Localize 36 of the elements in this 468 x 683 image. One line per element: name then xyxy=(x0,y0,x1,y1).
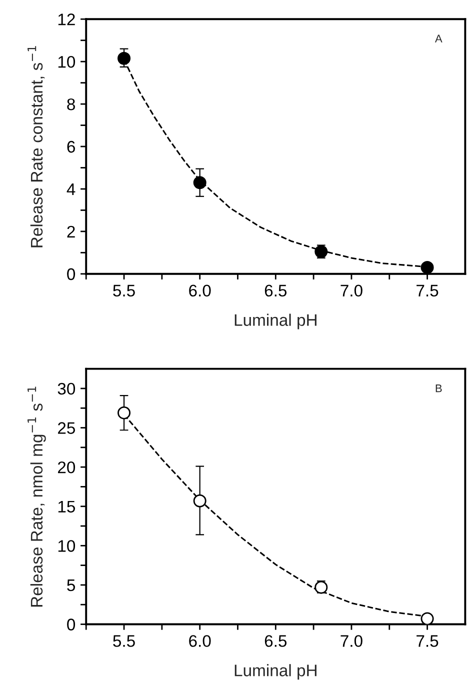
x-tick-label: 7.5 xyxy=(416,635,438,647)
x-tick-label: 6.0 xyxy=(189,635,211,647)
x-tick-label: 7.0 xyxy=(340,284,362,297)
y-tick-label: 12 xyxy=(58,14,75,26)
y-axis-title: Release Rate, nmol mg$^{−1}$ s$^{−1}$ xyxy=(28,386,46,607)
y-tick-label: 10 xyxy=(58,540,76,552)
y-tick-label: 10 xyxy=(58,56,76,68)
x-tick-label: 7.0 xyxy=(340,635,362,647)
y-tick-label: 8 xyxy=(67,98,75,110)
y-tick-label: 30 xyxy=(58,382,76,395)
y-tick-label: 0 xyxy=(67,268,76,280)
y-tick-label: 15 xyxy=(58,500,75,513)
x-tick-label: 6.0 xyxy=(189,284,211,297)
point xyxy=(193,494,206,508)
y-tick-label: 4 xyxy=(66,184,76,195)
point xyxy=(420,261,434,274)
y-tick-label: 6 xyxy=(67,140,75,153)
y-axis-title: Release Rate constant, s$^{−1}$ xyxy=(28,46,45,248)
annotation: A xyxy=(434,34,442,42)
x-tick-label: 6.5 xyxy=(264,635,287,647)
x-tick-label: 7.5 xyxy=(416,284,438,297)
x-tick-label: 5.5 xyxy=(113,284,135,297)
y-tick-label: 25 xyxy=(58,422,75,434)
y-tick-label: 0 xyxy=(67,618,76,630)
x-axis-title: Luminal pH xyxy=(234,314,316,330)
x-axis-title: Luminal pH xyxy=(234,664,316,680)
x-tick-label: 5.5 xyxy=(113,635,135,647)
y-tick-label: 20 xyxy=(58,461,76,474)
x-tick-label: 6.5 xyxy=(264,284,287,297)
point xyxy=(118,406,131,420)
annotation: B xyxy=(436,384,442,392)
point xyxy=(193,176,206,190)
y-tick-label: 2 xyxy=(67,226,75,238)
y-tick-label: 5 xyxy=(67,580,75,592)
point xyxy=(118,52,131,65)
point xyxy=(420,612,434,624)
